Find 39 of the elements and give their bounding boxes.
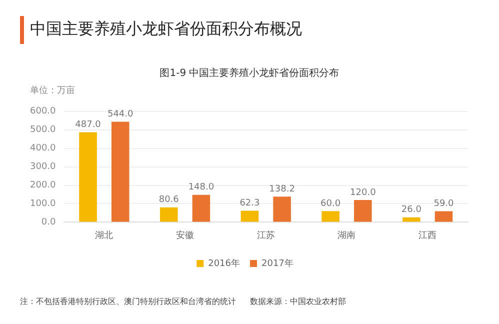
legend-label: 2016年 (208, 258, 240, 269)
bar (111, 122, 130, 222)
y-tick-label: 0.0 (41, 218, 56, 228)
y-tick-label: 400.0 (30, 144, 56, 154)
text: 注：不包括香港特别行政区、澳门特别行政区和台湾省的统计 (20, 297, 236, 306)
data-label: 487.0 (75, 120, 102, 130)
bar (240, 210, 259, 222)
data-label: 62.3 (240, 198, 260, 209)
y-tick-label: 100.0 (30, 199, 56, 210)
bar (354, 200, 372, 222)
bar (402, 217, 420, 222)
x-tick-label: 湖南 (338, 230, 356, 241)
x-tick-label: 安徽 (176, 230, 194, 241)
data-label: 59.0 (434, 199, 454, 210)
chart-title: 中国主要养殖小龙虾省份面积分布概况 (30, 19, 302, 40)
bar (79, 132, 97, 222)
source-note: 数据来源：中国农业农村部 (250, 297, 346, 306)
data-label: 26.0 (401, 205, 422, 216)
bar (192, 194, 210, 222)
y-axis-title: 单位：万亩 (30, 84, 75, 97)
data-label: 148.0 (188, 182, 214, 193)
y-tick-label: 200.0 (30, 180, 56, 191)
x-tick-label: 湖北 (95, 230, 114, 241)
data-label: 544.0 (107, 110, 134, 120)
bar (322, 211, 340, 222)
data-label: 138.2 (269, 184, 295, 195)
y-tick-label: 500.0 (30, 125, 56, 136)
data-label: 60.0 (320, 198, 341, 209)
y-tick-label: 300.0 (30, 162, 56, 172)
data-label: 120.0 (350, 188, 376, 198)
y-tick-label: 600.0 (30, 106, 56, 117)
bar (273, 196, 291, 222)
x-tick-label: 江苏 (256, 230, 275, 241)
x-tick-label: 江西 (418, 230, 437, 241)
data-label: 80.6 (158, 195, 180, 206)
bar (160, 207, 178, 222)
legend-label: 2017年 (262, 258, 294, 269)
bar (434, 211, 453, 222)
chart-subtitle: 图1-9 中国主要养殖小龙虾省份面积分布 (158, 66, 340, 80)
